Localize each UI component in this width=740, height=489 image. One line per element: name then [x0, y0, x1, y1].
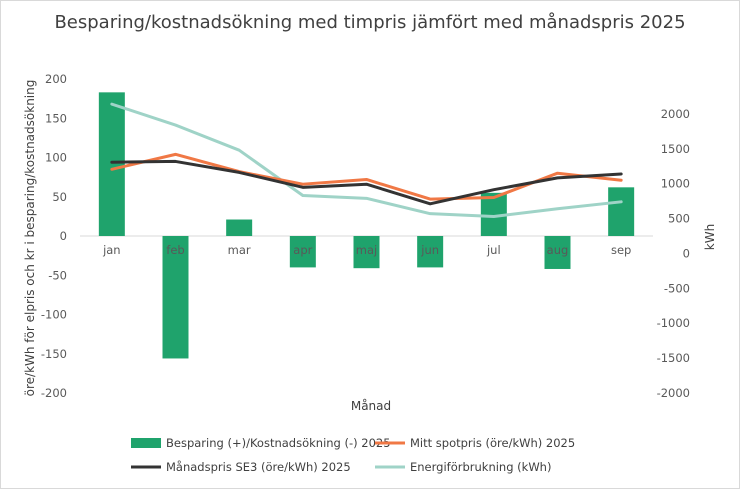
y-left-tick-label: -200 [41, 386, 67, 400]
y-left-tick-label: 0 [60, 229, 67, 243]
y-right-tick-label: 1000 [661, 177, 690, 191]
y-left-tick-label: 150 [45, 111, 67, 125]
x-tick-label: jun [420, 243, 439, 257]
legend-swatch-bar [131, 438, 161, 448]
bar-jun [417, 236, 444, 268]
line-series [110, 102, 623, 218]
y-right-tick-label: 500 [668, 212, 690, 226]
legend-label: Mitt spotpris (öre/kWh) 2025 [410, 436, 575, 450]
y-left-tick-label: 100 [45, 151, 67, 165]
legend: Besparing (+)/Kostnadsökning (-) 2025 Mit… [131, 436, 575, 474]
x-tick-label: jul [486, 243, 501, 257]
x-tick-label: mar [228, 243, 251, 257]
x-tick-label: apr [293, 243, 312, 257]
bar-series [98, 92, 635, 359]
y-left-tick-label: -50 [48, 268, 67, 282]
bar-apr [289, 236, 316, 268]
x-tick-label: maj [356, 243, 377, 257]
line-mitt-spotpris-öre-kwh-2025 [110, 152, 623, 201]
y-left-tick-label: -100 [41, 308, 67, 322]
y-right-tick-label: 0 [683, 246, 690, 260]
legend-label: Månadspris SE3 (öre/kWh) 2025 [166, 460, 351, 474]
bar-mar [226, 219, 253, 236]
y-left-tick-label: 200 [45, 72, 67, 86]
line-energiförbrukning-kwh- [110, 102, 623, 218]
bar-jan [98, 92, 125, 236]
bar-maj [353, 236, 380, 269]
x-tick-label: jan [102, 243, 121, 257]
chart-title: Besparing/kostnadsökning med timpris jäm… [54, 12, 685, 33]
y-left-tick-label: 50 [52, 190, 67, 204]
y-axis-left-ticks: 200 150 100 50 0 -50 -100 -150 -200 [41, 72, 67, 400]
y-right-tick-label: -1000 [657, 316, 690, 330]
y-right-tick-label: 2000 [661, 107, 690, 121]
x-axis-title: Månad [351, 399, 391, 413]
bar-aug [544, 236, 571, 269]
bar-feb [162, 236, 189, 359]
x-tick-label: feb [166, 243, 184, 257]
line-månadspris-se3-öre-kwh-2025 [110, 159, 623, 206]
x-axis-ticks: jan feb mar apr maj jun jul aug sep [102, 243, 631, 257]
y-axis-left-title: öre/kWh för elpris och kr i besparing/ko… [23, 80, 37, 397]
y-right-tick-label: -500 [664, 281, 690, 295]
legend-label: Energiförbrukning (kWh) [410, 460, 551, 474]
y-axis-right-ticks: 2000 1500 1000 500 0 -500 -1000 -1500 -2000 [657, 107, 690, 400]
x-tick-label: aug [547, 243, 569, 257]
x-tick-label: sep [611, 243, 631, 257]
y-right-tick-label: -2000 [657, 386, 690, 400]
y-axis-right-title: kWh [703, 224, 717, 250]
y-left-tick-label: -150 [41, 347, 67, 361]
y-right-tick-label: 1500 [661, 142, 690, 156]
bar-sep [608, 187, 635, 236]
y-right-tick-label: -1500 [657, 351, 690, 365]
legend-label: Besparing (+)/Kostnadsökning (-) 2025 [166, 436, 391, 450]
